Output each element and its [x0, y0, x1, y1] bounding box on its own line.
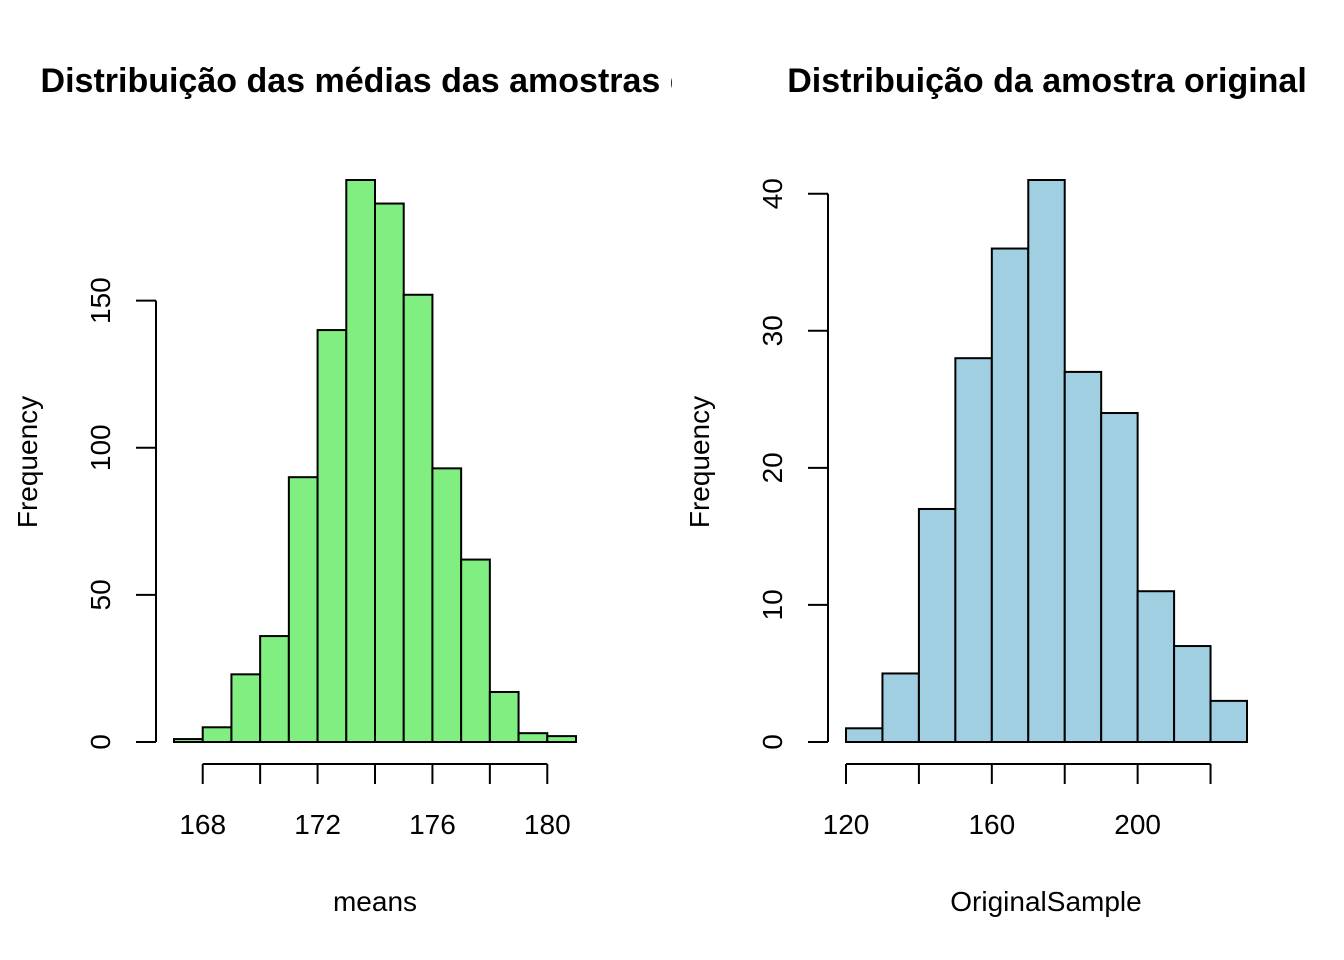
original-sample-bar: [1100, 412, 1139, 743]
original-sample-bar: [845, 727, 884, 743]
original-sample-bar: [1027, 179, 1066, 743]
means-bar: [431, 467, 463, 743]
original-sample-bar: [1063, 370, 1103, 743]
original-sample-histogram-panel: Distribuição da amostra original Origina…: [684, 62, 1307, 917]
means-x-tick-label: 172: [294, 809, 341, 840]
means-x-tick-label: 180: [524, 809, 571, 840]
means-bar: [287, 476, 319, 743]
means-bar: [173, 738, 204, 744]
means-bar: [546, 735, 577, 743]
original-sample-histogram-bars: [845, 179, 1248, 744]
means-histogram-y-axis: 0 50 100 150: [85, 277, 157, 750]
means-y-tick-label: 150: [85, 277, 116, 324]
original-sample-bar: [1136, 590, 1176, 743]
means-y-tick-label: 0: [85, 734, 116, 750]
means-y-tick-label: 50: [85, 579, 116, 610]
original-sample-x-tick-label: 120: [823, 809, 870, 840]
means-bar: [345, 179, 376, 743]
means-bar: [259, 635, 290, 744]
original-sample-bar: [1209, 699, 1248, 744]
original-sample-bar: [917, 507, 957, 743]
means-histogram-ylabel: Frequency: [12, 396, 43, 528]
original-sample-bar: [954, 357, 993, 743]
means-histogram-x-axis: 168 172 176 180: [179, 763, 571, 840]
means-bar: [374, 202, 405, 744]
means-bar: [460, 558, 491, 743]
original-sample-x-tick-label: 200: [1114, 809, 1161, 840]
means-histogram-bars: [173, 179, 577, 744]
means-histogram-title: Distribuição das médias das amostras de: [41, 62, 710, 100]
original-sample-bar: [1173, 645, 1212, 743]
means-y-tick-label: 100: [85, 424, 116, 471]
means-bar: [201, 726, 233, 744]
original-sample-histogram-xlabel: OriginalSample: [950, 886, 1141, 917]
means-x-tick-label: 176: [409, 809, 456, 840]
original-sample-bar: [990, 247, 1030, 743]
means-bar: [402, 293, 434, 743]
original-sample-histogram-ylabel: Frequency: [684, 396, 715, 528]
original-sample-histogram-y-axis: 0 10 20 30 40: [757, 178, 829, 750]
means-histogram-panel: Distribuição das médias das amostras de …: [12, 62, 710, 917]
means-x-tick-label: 168: [179, 809, 226, 840]
original-sample-x-tick-label: 160: [968, 809, 1015, 840]
means-bar: [230, 673, 262, 743]
means-bar: [316, 329, 348, 743]
original-sample-y-tick-label: 20: [757, 452, 788, 483]
original-sample-histogram-x-axis: 120 160 200: [823, 763, 1212, 840]
original-sample-histogram-title: Distribuição da amostra original: [787, 62, 1307, 100]
means-histogram-xlabel: means: [333, 886, 417, 917]
means-bar: [517, 732, 549, 744]
original-sample-y-tick-label: 0: [757, 734, 788, 750]
original-sample-y-tick-label: 10: [757, 589, 788, 620]
original-sample-y-tick-label: 40: [757, 178, 788, 209]
means-bar: [488, 690, 520, 744]
original-sample-bar: [881, 672, 920, 744]
original-sample-y-tick-label: 30: [757, 315, 788, 346]
